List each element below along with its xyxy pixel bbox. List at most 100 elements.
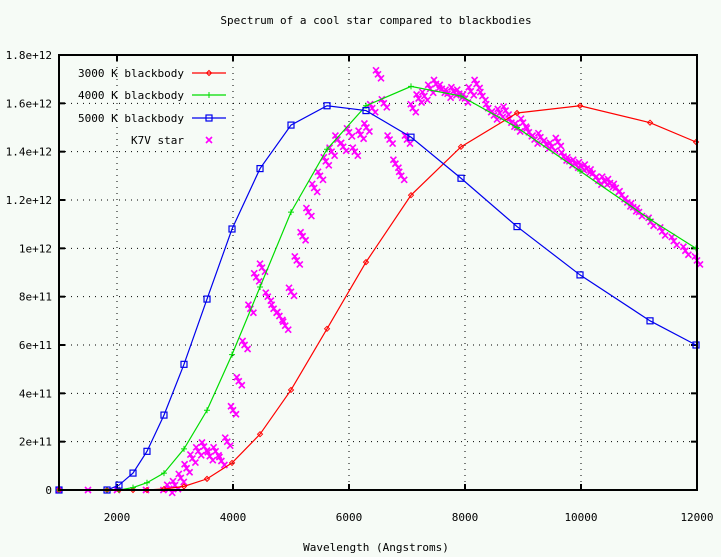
data-point (175, 470, 183, 478)
data-point (514, 124, 521, 131)
data-point (516, 127, 524, 136)
data-point (395, 168, 403, 176)
data-point (226, 442, 234, 450)
data-point (577, 168, 584, 174)
data-point (180, 483, 188, 490)
data-point (349, 144, 357, 152)
data-point (540, 136, 548, 144)
data-point (668, 233, 676, 241)
data-point (323, 102, 331, 110)
data-point (488, 107, 496, 115)
data-point (232, 410, 240, 418)
data-point (587, 165, 595, 173)
data-point (377, 74, 385, 82)
y-tick-label: 8e+11 (19, 291, 52, 304)
legend-entry: K7V star (131, 134, 213, 147)
data-point (418, 88, 426, 96)
data-point (389, 156, 397, 164)
data-point (287, 121, 295, 129)
data-point (400, 176, 408, 184)
y-tick-label: 0 (45, 484, 52, 497)
data-point (372, 66, 380, 74)
data-point (324, 146, 331, 153)
y-tick-label: 1.4e+12 (6, 146, 52, 159)
y-tick-label: 6e+11 (19, 339, 52, 352)
data-point (482, 100, 490, 108)
chart-title: Spectrum of a cool star compared to blac… (220, 14, 531, 27)
data-point (692, 138, 700, 146)
data-point (362, 258, 370, 266)
data-point (233, 373, 241, 381)
data-point (160, 411, 168, 419)
data-point (610, 180, 618, 188)
series-k7v-star (55, 66, 704, 497)
data-point (291, 252, 299, 260)
x-tick-label: 12000 (680, 511, 713, 524)
legend-label: 4000 K blackbody (78, 89, 184, 102)
data-point (256, 164, 264, 173)
data-point (679, 243, 687, 251)
data-point (616, 187, 624, 195)
legend: 3000 K blackbody 4000 K blackbody 5000 K b… (78, 67, 226, 147)
data-point (661, 231, 669, 239)
data-point (290, 292, 298, 300)
legend-label: 5000 K blackbody (78, 112, 184, 125)
data-point (389, 140, 397, 148)
series-3000-k-blackbody (55, 102, 700, 494)
data-point (558, 148, 566, 157)
x-tick-label: 4000 (220, 511, 247, 524)
data-point (447, 94, 455, 102)
data-point (186, 468, 194, 476)
data-point (198, 438, 206, 447)
data-point (319, 176, 327, 184)
x-tick-label: 2000 (104, 511, 131, 524)
data-point (221, 434, 229, 442)
data-point (453, 86, 461, 94)
data-point (160, 470, 167, 477)
data-point (413, 90, 421, 99)
data-point (647, 216, 654, 223)
data-point (576, 102, 584, 109)
legend-marker (205, 69, 213, 77)
series-line (59, 105, 697, 491)
data-point (424, 81, 432, 89)
data-point (129, 469, 137, 477)
data-point (302, 236, 310, 244)
data-point (557, 142, 565, 150)
data-point (210, 443, 218, 451)
data-point (365, 127, 373, 136)
data-point (401, 132, 409, 140)
data-point (523, 124, 531, 132)
data-point (465, 83, 473, 91)
data-point (285, 284, 293, 292)
data-point (418, 98, 426, 107)
data-point (239, 337, 247, 345)
data-point (406, 140, 414, 148)
data-point (273, 308, 281, 316)
data-point (180, 360, 188, 368)
x-tick-label: 10000 (564, 511, 597, 524)
data-point (163, 481, 171, 489)
data-point (249, 309, 257, 317)
data-point (576, 271, 584, 279)
data-point (203, 295, 211, 303)
data-point (279, 318, 287, 326)
data-point (191, 459, 199, 467)
data-point (238, 381, 246, 389)
data-point (244, 301, 252, 309)
plot-series (55, 66, 704, 497)
data-point (407, 191, 415, 199)
y-tick-label: 1e+12 (19, 242, 52, 255)
data-point (673, 241, 681, 249)
data-point (650, 222, 658, 230)
legend-marker (205, 114, 213, 122)
data-point (408, 83, 415, 90)
plot-frame (58, 54, 698, 491)
data-point (604, 175, 612, 183)
data-point (268, 301, 276, 309)
data-point (423, 96, 431, 104)
data-point (442, 86, 450, 94)
data-point (288, 209, 294, 216)
data-point (307, 212, 315, 220)
grid (59, 55, 697, 490)
